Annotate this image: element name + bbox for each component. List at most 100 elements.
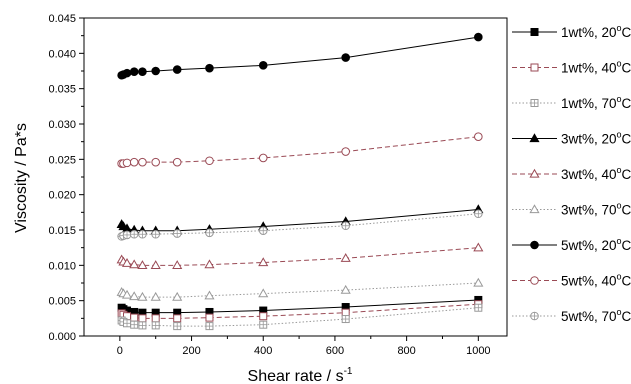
y-axis-title: Viscosity / Pa*s (13, 123, 30, 233)
series-7-point (122, 68, 132, 78)
legend-marker (530, 28, 539, 36)
legend-marker (529, 204, 540, 214)
series-6-point (172, 291, 183, 301)
legend-label: 1wt%, 70oC (561, 94, 631, 111)
x-axis-title: Shear rate / s-1 (248, 366, 353, 384)
x-axis-title-sup: -1 (344, 366, 353, 377)
series-7 (117, 32, 483, 80)
legend-item-8: 5wt%, 40oC (512, 272, 631, 289)
series-6-point (340, 284, 351, 294)
legend-item-3: 1wt%, 70oC (512, 94, 631, 111)
series-5 (116, 242, 484, 269)
series-5-point (129, 259, 140, 269)
series-7-point (172, 65, 182, 74)
legend-label-unit: C (622, 203, 631, 218)
legend-label-main: 1wt%, 20 (561, 25, 617, 40)
legend-label-main: 5wt%, 40 (561, 274, 617, 289)
legend-label-main: 5wt%, 70 (561, 309, 617, 324)
x-tick-label: 1000 (466, 345, 490, 357)
series-5-point (150, 260, 161, 269)
series-8-point (129, 157, 139, 167)
legend-marker (530, 63, 539, 72)
x-tick-label: 600 (326, 345, 344, 357)
legend-marker (530, 240, 539, 250)
series-3 (117, 303, 483, 331)
series-5-point (258, 257, 269, 267)
legend-label-main: 1wt%, 70 (561, 96, 617, 111)
series-7-point (151, 66, 160, 76)
legend-label-main: 1wt%, 40 (561, 61, 617, 76)
legend-item-7: 5wt%, 20oC (512, 236, 631, 253)
series-1 (117, 295, 483, 317)
legend-label-sup: o (617, 272, 622, 282)
series-9 (117, 209, 483, 241)
y-tick-label: 0.025 (48, 154, 76, 166)
series-5-point (473, 242, 484, 252)
x-tick-label: 200 (182, 345, 200, 357)
series-6-point (204, 290, 215, 300)
series-6-point (150, 291, 161, 301)
series-8-point (258, 153, 268, 163)
y-tick-label: 0.035 (48, 84, 76, 96)
x-tick-label: 400 (254, 345, 272, 357)
series-8-point (341, 147, 350, 156)
legend-label-unit: C (622, 96, 631, 111)
series-2-point (138, 314, 147, 323)
legend-label: 3wt%, 20oC (561, 130, 631, 147)
legend-label-main: 3wt%, 40 (561, 167, 617, 182)
legend-label-unit: C (622, 309, 631, 324)
legend-label-sup: o (617, 23, 622, 33)
series-6-point (129, 291, 140, 301)
legend-label-sup: o (617, 130, 622, 140)
series-7-point (129, 67, 139, 77)
series-5-point (121, 258, 133, 267)
series-2-point (151, 314, 160, 323)
legend-marker (530, 276, 539, 285)
legend-label: 3wt%, 70oC (561, 201, 631, 218)
series-7-point (258, 61, 268, 70)
y-tick-label: 0.010 (48, 260, 76, 272)
x-tick-label: 800 (397, 345, 415, 357)
legend-item-2: 1wt%, 40oC (512, 59, 631, 76)
series-8-point (151, 157, 160, 167)
legend-label: 1wt%, 40oC (561, 59, 631, 76)
series-7-point (138, 67, 147, 77)
series-layer (116, 32, 484, 331)
legend-label-sup: o (617, 201, 622, 211)
legend-item-1: 1wt%, 20oC (512, 23, 631, 40)
legend-item-6: 3wt%, 70oC (512, 201, 631, 218)
series-8-point (474, 132, 483, 142)
series-8-point (138, 157, 147, 167)
series-2-point (173, 314, 182, 323)
series-8-point (172, 157, 182, 167)
series-8-point (205, 156, 214, 166)
y-tick-label: 0.000 (48, 331, 76, 343)
legend-label: 3wt%, 40oC (561, 165, 631, 182)
series-2-point (205, 313, 214, 322)
legend-label: 5wt%, 40oC (561, 272, 631, 289)
x-axis-title-main: Shear rate / s (248, 368, 344, 384)
series-8 (117, 132, 483, 168)
series-5-point (340, 253, 351, 262)
series-6-point (258, 288, 269, 298)
legend-label-main: 3wt%, 70 (561, 203, 617, 218)
y-tick-label: 0.020 (48, 190, 76, 202)
legend-label-unit: C (622, 132, 631, 147)
x-tick-label: 0 (117, 345, 123, 357)
legend-item-4: 3wt%, 20oC (512, 130, 631, 147)
legend-label-unit: C (622, 61, 631, 76)
series-6-point (137, 291, 148, 301)
legend-label: 5wt%, 20oC (561, 236, 631, 253)
series-5-point (172, 260, 183, 269)
series-8-point (122, 158, 132, 168)
legend-label-main: 3wt%, 20 (561, 132, 617, 147)
legend-label-sup: o (617, 236, 622, 246)
series-5-point (137, 260, 148, 269)
y-tick-label: 0.015 (48, 225, 76, 237)
legend-marker (529, 168, 540, 178)
y-tick-label: 0.005 (48, 296, 76, 308)
legend-label-unit: C (622, 167, 631, 182)
